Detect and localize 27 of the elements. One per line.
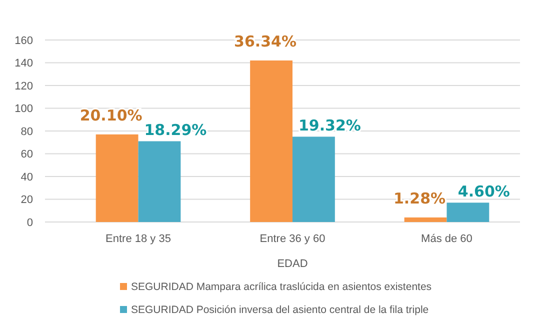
annotation: 18.29% — [144, 121, 207, 140]
annotation: 19.32% — [298, 116, 361, 135]
annotation: 36.34% — [234, 32, 297, 50]
y-tick-label: 140 — [14, 58, 33, 70]
y-tick-label: 80 — [20, 126, 33, 138]
x-tick-label: Más de 60 — [421, 233, 472, 245]
annotation: 4.60% — [458, 182, 510, 201]
legend-label: SEGURIDAD Mampara acrílica traslúcida en asientos existentes — [131, 281, 432, 293]
x-tick-label: Entre 18 y 35 — [106, 233, 171, 245]
x-tick-label: Entre 36 y 60 — [260, 233, 326, 245]
x-axis-title: EDAD — [277, 258, 308, 270]
bar — [96, 134, 138, 222]
y-tick-label: 0 — [26, 216, 33, 229]
bar — [138, 141, 181, 222]
bar — [292, 136, 335, 222]
bar — [446, 202, 490, 222]
bar — [404, 217, 447, 222]
annotation: 20.10% — [80, 106, 142, 124]
legend-label: SEGURIDAD Posición inversa del asiento central de la fila triple — [131, 304, 429, 316]
y-tick-label: 60 — [20, 148, 33, 161]
y-tick-label: 100 — [14, 103, 33, 116]
y-tick-label: 160 — [14, 34, 33, 47]
bar — [250, 60, 292, 222]
y-tick-label: 20 — [20, 194, 33, 206]
annotation: 1.28% — [394, 189, 446, 208]
y-tick-label: 120 — [14, 80, 33, 92]
y-tick-label: 40 — [20, 171, 33, 184]
